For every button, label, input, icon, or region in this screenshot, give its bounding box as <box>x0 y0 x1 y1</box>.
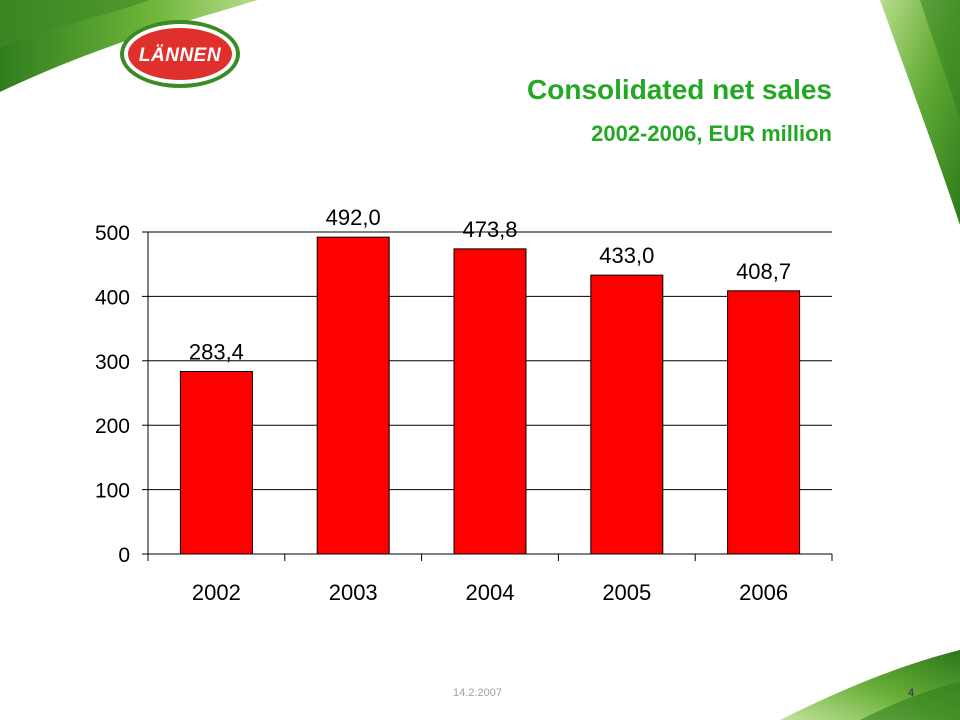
y-tick-label: 300 <box>95 351 130 374</box>
bar <box>453 248 527 555</box>
bar <box>179 370 253 555</box>
data-label: 283,4 <box>189 339 244 364</box>
footer-date: 14.2.2007 <box>453 687 502 699</box>
data-label: 473,8 <box>462 217 517 242</box>
bar <box>727 290 801 555</box>
bar <box>316 236 390 555</box>
x-tick-label: 2006 <box>739 580 788 605</box>
data-label: 492,0 <box>326 205 381 230</box>
y-tick-label: 0 <box>118 544 130 567</box>
leaf-top-left <box>0 0 258 92</box>
data-label: 433,0 <box>599 243 654 268</box>
logo-emblem-icon <box>120 20 240 88</box>
page-number: 4 <box>908 687 915 699</box>
x-tick-label: 2004 <box>466 580 515 605</box>
leaf-bottom-right <box>780 650 960 720</box>
y-tick-label: 200 <box>95 415 130 438</box>
leaf-top-right <box>880 0 960 225</box>
y-tick-label: 100 <box>95 480 130 503</box>
x-tick-label: 2003 <box>329 580 378 605</box>
data-label: 408,7 <box>736 259 791 284</box>
company-logo: LÄNNEN <box>118 18 242 90</box>
bar <box>590 274 664 555</box>
x-tick-label: 2005 <box>602 580 651 605</box>
y-tick-label: 400 <box>95 286 130 309</box>
logo-text: LÄNNEN <box>138 45 222 66</box>
page-subtitle: 2002-2006, EUR million <box>591 121 832 146</box>
page-title: Consolidated net sales <box>527 74 832 105</box>
x-tick-label: 2002 <box>192 580 241 605</box>
y-tick-label: 500 <box>95 222 130 245</box>
